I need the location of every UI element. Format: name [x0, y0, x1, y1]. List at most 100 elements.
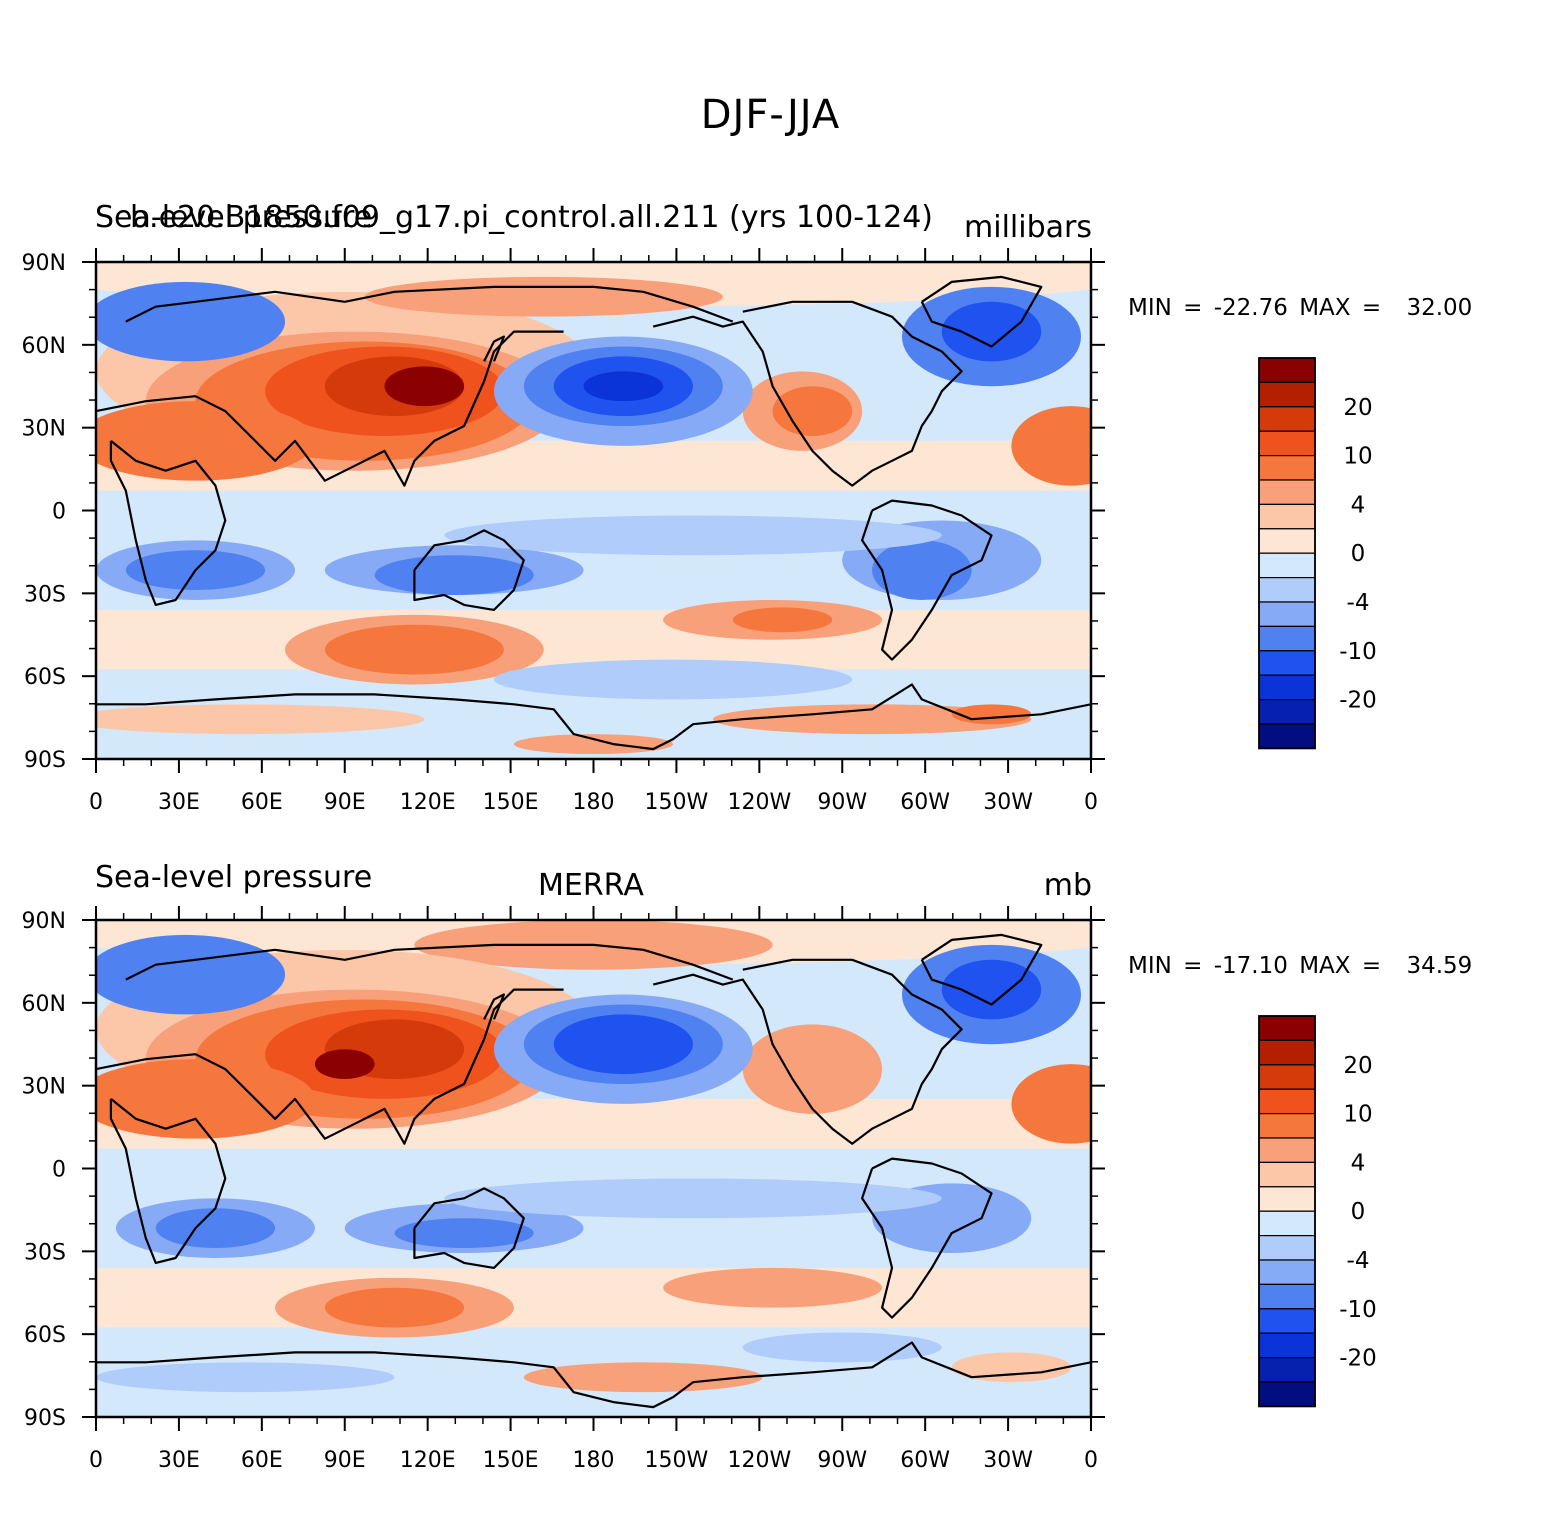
- y-tick-label: 60N: [22, 992, 66, 1017]
- x-tick-label: 120E: [400, 1448, 456, 1473]
- map-panel-bottom: 0 30E 60E 90E 120E 150E 180 150W 120W 90W 60W 30W 09…: [22, 906, 1377, 1473]
- colorbar-label: 10: [1343, 1102, 1372, 1128]
- x-tick-label: 180: [573, 790, 615, 815]
- y-tick-label: 30S: [24, 582, 66, 607]
- max-value: 32.00: [1406, 295, 1473, 321]
- x-tick-label: 60W: [900, 1448, 950, 1473]
- coastline: [96, 1341, 1091, 1409]
- coastline: [125, 285, 734, 323]
- max-label: MAX =: [1299, 953, 1382, 979]
- colorbar-label: -20: [1339, 688, 1377, 714]
- x-tick-label: 30E: [158, 1448, 200, 1473]
- colorbar-box: [1258, 1137, 1316, 1163]
- coastline: [413, 529, 525, 612]
- x-tick-label: 30W: [983, 1448, 1033, 1473]
- contour-blob: [772, 386, 853, 436]
- x-tick-label: 0: [1084, 1448, 1098, 1473]
- contour-blob: [155, 1208, 276, 1249]
- colorbar-box: [1258, 1234, 1316, 1261]
- contour-blob: [663, 1267, 883, 1308]
- colorbar-box: [1258, 1015, 1316, 1041]
- contour-blob: [553, 1014, 693, 1075]
- min-label: MIN =: [1128, 953, 1203, 979]
- contour-blob: [374, 555, 534, 595]
- colorbar-label: 4: [1351, 492, 1366, 518]
- contour-blob: [941, 301, 1042, 362]
- colorbar-box: [1258, 1332, 1316, 1359]
- panel-top-left-title: Sea-level pressure: [95, 200, 373, 235]
- colorbar-box: [1258, 1259, 1316, 1285]
- colorbar-box: [1258, 357, 1316, 383]
- coastline: [483, 993, 505, 1020]
- x-tick-label: 150E: [483, 790, 539, 815]
- contour-blob: [583, 371, 664, 402]
- x-tick-label: 0: [89, 790, 103, 815]
- coastline: [860, 499, 993, 661]
- contour-blob: [951, 1352, 1072, 1383]
- x-tick-label: 60W: [900, 790, 950, 815]
- colorbar-box: [1258, 406, 1316, 432]
- panel-bottom-units: mb: [1043, 868, 1092, 903]
- panel-top-units: millibars: [964, 210, 1092, 245]
- colorbar-box: [1258, 479, 1316, 505]
- contour-blob: [384, 366, 465, 407]
- map-panel-top: 0 30E 60E 90E 120E 150E 180 150W 120W 90W 60W 30W 09…: [22, 248, 1377, 815]
- colorbar-box: [1258, 1308, 1316, 1334]
- colorbar-label: -10: [1339, 639, 1377, 665]
- x-tick-label: 90E: [324, 1448, 366, 1473]
- contour-blob: [941, 959, 1042, 1020]
- contour-blob: [1011, 406, 1091, 486]
- panel-bottom-left-title: Sea-level pressure: [95, 860, 373, 895]
- contour-blob: [96, 281, 286, 362]
- colorbar-box: [1258, 723, 1316, 749]
- x-tick-label: 120E: [400, 790, 456, 815]
- contour-blob: [1011, 1064, 1091, 1144]
- colorbar-box: [1258, 698, 1316, 725]
- colorbar-box: [1258, 1210, 1316, 1237]
- colorbar-box: [1258, 503, 1316, 530]
- y-tick-label: 30N: [22, 417, 66, 442]
- colorbar-box: [1258, 430, 1316, 457]
- contour-blob: [324, 1287, 465, 1328]
- colorbar-box: [1258, 625, 1316, 652]
- colorbar-box: [1258, 552, 1316, 579]
- contour-blob: [96, 401, 315, 481]
- colorbar-label: -20: [1339, 1346, 1377, 1372]
- contour-blob: [96, 934, 286, 1015]
- colorbar-box: [1258, 1039, 1316, 1066]
- colorbar-frame: [1258, 357, 1316, 750]
- contour-blob: [444, 1178, 942, 1219]
- contour-blob: [951, 704, 1032, 725]
- coastline: [483, 335, 505, 362]
- colorbar-box: [1258, 576, 1316, 603]
- min-label: MIN =: [1128, 295, 1203, 321]
- coastline: [96, 683, 1091, 751]
- max-label: MAX =: [1299, 295, 1382, 321]
- contour-blob: [394, 1218, 534, 1249]
- colorbar-box: [1258, 1356, 1316, 1383]
- colorbar-box: [1258, 1186, 1316, 1212]
- y-tick-label: 60S: [24, 1323, 66, 1348]
- panel-bottom-stats: MIN = -17.10 MAX = 34.59: [1128, 953, 1472, 979]
- max-value: 34.59: [1406, 953, 1473, 979]
- coastline: [413, 1187, 525, 1270]
- colorbar-label: -4: [1347, 1248, 1370, 1274]
- x-tick-label: 60E: [241, 790, 283, 815]
- colorbar-label: 0: [1351, 1199, 1366, 1225]
- panel-top-center-title: b.e20.B1850.f09_g17.pi_control.all.211 (…: [130, 200, 933, 235]
- colorbar-label: 10: [1343, 444, 1372, 470]
- y-tick-label: 60S: [24, 665, 66, 690]
- contour-blob: [742, 1024, 883, 1114]
- colorbar-box: [1258, 1064, 1316, 1090]
- colorbar-box: [1258, 1381, 1316, 1407]
- colorbar-box: [1258, 1161, 1316, 1188]
- coastline: [652, 958, 963, 1145]
- y-tick-label: 90S: [24, 748, 66, 773]
- y-tick-label: 90S: [24, 1406, 66, 1431]
- y-tick-label: 30N: [22, 1075, 66, 1100]
- x-tick-label: 180: [573, 1448, 615, 1473]
- coastline: [96, 988, 564, 1145]
- x-tick-label: 30W: [983, 790, 1033, 815]
- x-tick-label: 90W: [817, 1448, 867, 1473]
- x-tick-label: 0: [89, 1448, 103, 1473]
